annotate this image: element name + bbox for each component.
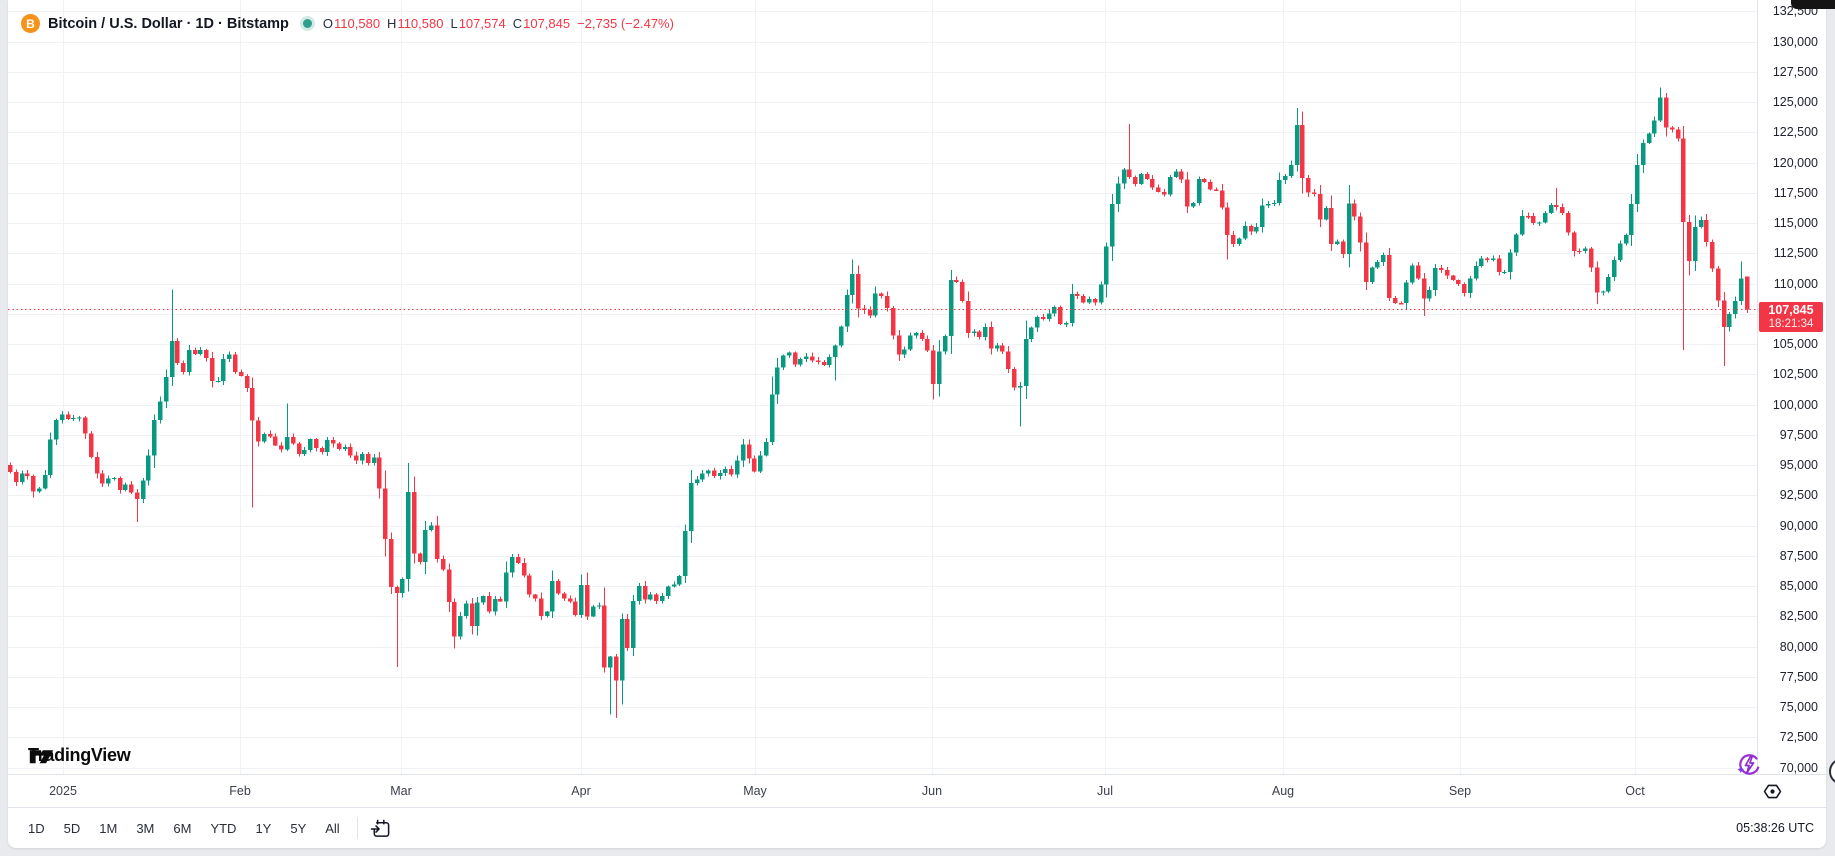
range-button-3m[interactable]: 3M [130,818,160,839]
time-axis-label-2025: 2025 [49,784,77,798]
current-price-value: 107,845 [1768,302,1814,317]
range-button-1m[interactable]: 1M [93,818,123,839]
high-value: 110,580 [397,16,444,31]
price-axis-label: 120,000 [1772,155,1818,170]
price-axis-label: 77,500 [1779,669,1818,684]
price-axis-label: 122,500 [1772,125,1818,140]
price-axis-label: 110,000 [1773,276,1818,291]
ohlc-values: O 110,580 H 110,580 L 107,574 C 107,845 −2,7… [323,16,674,31]
range-button-all[interactable]: All [319,818,345,839]
price-axis-label: 80,000 [1779,639,1818,654]
price-axis-label: 102,500 [1772,367,1818,382]
price-axis-label: 115,000 [1773,216,1818,230]
bottom-toolbar: 1D 5D 1M 3M 6M YTD 1Y 5Y All 05:38:26 UTC [8,807,1826,848]
candles-canvas[interactable] [8,0,1757,774]
bar-close-countdown: 18:21:34 [1768,317,1814,330]
low-label: L [450,16,458,31]
close-value: 107,845 [523,16,571,31]
price-axis-label: 112,500 [1773,246,1818,261]
high-label: H [387,16,397,31]
go-to-date-button[interactable] [368,816,393,841]
price-axis-label: 72,500 [1779,730,1818,745]
price-axis-label: 90,000 [1779,518,1818,533]
range-button-5y[interactable]: 5Y [284,818,312,839]
edge-partial-circle [1829,758,1835,785]
price-axis-label: 70,000 [1779,760,1818,775]
range-button-6m[interactable]: 6M [167,818,197,839]
market-status-icon[interactable] [302,19,312,28]
time-axis-label-jul: Jul [1097,784,1113,798]
price-axis-label: 97,500 [1779,427,1818,442]
open-value: 110,580 [334,16,381,31]
price-axis[interactable]: 107,845 18:21:34 70,000 72,500 75,000 77,50… [1757,0,1826,775]
tradingview-logo[interactable]: TradingView [28,745,131,766]
price-axis-label: 82,500 [1779,609,1818,624]
time-axis-label-sep: Sep [1448,784,1472,798]
candlestick-chart[interactable]: B Bitcoin / U.S. Dollar · 1D · Bitstamp … [8,0,1757,774]
price-axis-label: 127,500 [1772,64,1818,79]
calendar-arrow-icon [370,819,390,837]
time-axis-label-oct: Oct [1625,784,1645,798]
price-axis-label: 105,000 [1772,337,1818,351]
close-label: C [512,16,523,31]
time-axis-label-apr: Apr [571,784,591,798]
price-axis-label: 130,000 [1772,34,1818,49]
price-axis-label: 87,500 [1779,548,1818,563]
time-axis-label-may: May [743,784,767,798]
price-axis-label: 85,000 [1779,579,1818,593]
time-axis-label-feb: Feb [229,784,251,798]
top-right-dark-tab [1791,0,1835,9]
range-button-1d[interactable]: 1D [22,818,51,839]
time-axis-label-mar: Mar [390,784,412,798]
tradingview-logo-icon [29,750,54,764]
time-axis-label-jun: Jun [921,784,943,798]
change-value: −2,735 (−2.47%) [577,16,674,31]
range-button-ytd[interactable]: YTD [204,818,242,839]
price-axis-label: 117,500 [1773,185,1818,200]
price-axis-label: 92,500 [1779,488,1818,503]
bitcoin-icon[interactable]: B [21,14,40,33]
symbol-legend: B Bitcoin / U.S. Dollar · 1D · Bitstamp … [21,14,674,33]
toolbar-divider [356,817,358,839]
tradingview-logo-text: TradingView [28,745,131,765]
price-axis-label: 95,000 [1779,458,1818,472]
open-label: O [322,16,334,31]
price-axis-label: 125,000 [1772,95,1818,109]
current-price-badge: 107,845 18:21:34 [1759,301,1823,332]
range-button-5d[interactable]: 5D [58,818,87,839]
time-axis[interactable]: 2025 Feb Mar Apr May Jun Jul Aug Sep Oct [8,774,1826,807]
boost-flash-icon[interactable] [1735,751,1763,782]
time-axis-label-aug: Aug [1271,784,1295,798]
price-scale-mode-icon[interactable] [1762,781,1783,805]
range-button-1y[interactable]: 1Y [249,818,277,839]
symbol-title[interactable]: Bitcoin / U.S. Dollar · 1D · Bitstamp [48,15,289,32]
price-axis-label: 75,000 [1779,700,1818,714]
clock-utc[interactable]: 05:38:26 UTC [1736,821,1814,835]
low-value: 107,574 [458,16,506,31]
price-axis-label: 100,000 [1772,397,1818,412]
